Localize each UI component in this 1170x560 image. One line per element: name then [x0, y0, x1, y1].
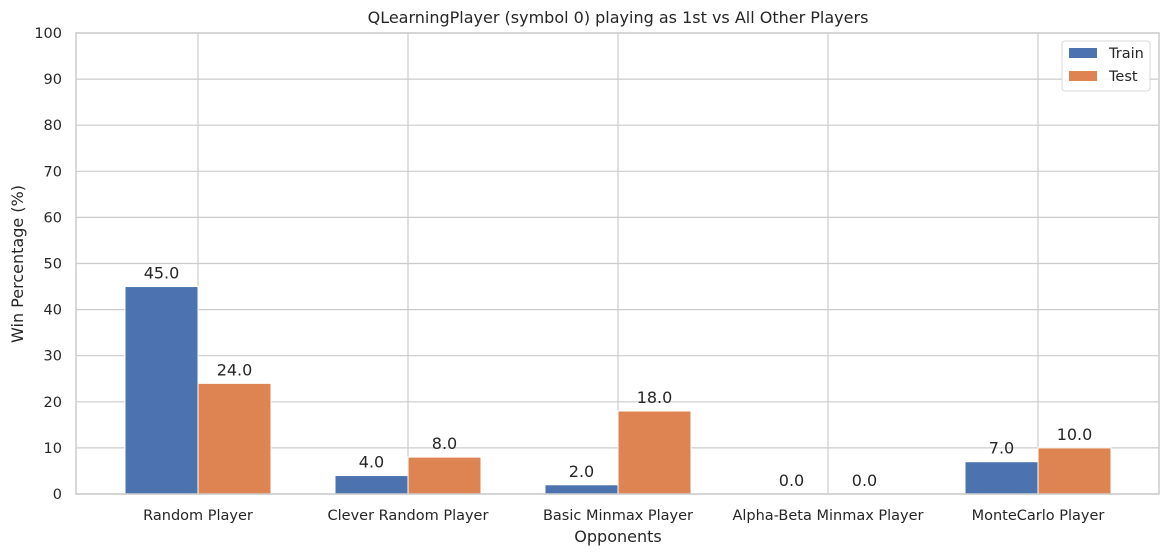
bar-train-montecarlo-player: [964, 461, 1039, 495]
bar-test-clever-random-player: [407, 456, 482, 495]
y-tick-label-30: 30: [44, 349, 62, 365]
x-tick-label-alpha-beta-minmax-player: Alpha-Beta Minmax Player: [732, 508, 923, 524]
plot-frame: [75, 32, 1160, 495]
y-tick-label-80: 80: [44, 118, 62, 134]
y-tick-label-10: 10: [44, 441, 62, 457]
y-tick-label-90: 90: [44, 72, 62, 88]
y-tick-label-50: 50: [44, 257, 62, 273]
y-tick-label-0: 0: [53, 487, 62, 503]
y-tick-label-40: 40: [44, 303, 62, 319]
legend-label-train: Train: [1108, 46, 1144, 62]
data-labels: 45.0 4.0 2.0 0.0 7.0 24.0 8.0 18.0 0.0 10.0: [144, 264, 1093, 490]
axis-tick-labels: 0 10 20 30 40 50 60 70 80 90 100 Random Player Cleve…: [34, 26, 1104, 524]
chart-title: QLearningPlayer (symbol 0) playing as 1s…: [368, 8, 869, 27]
data-label-train-clever-random-player: 4.0: [359, 453, 384, 472]
bar-train-basic-minmax-player: [544, 484, 619, 495]
y-tick-label-100: 100: [34, 26, 62, 42]
data-label-test-montecarlo-player: 10.0: [1057, 425, 1093, 444]
legend-label-test: Test: [1108, 69, 1138, 85]
x-tick-label-basic-minmax-player: Basic Minmax Player: [543, 508, 693, 524]
y-axis-label: Win Percentage (%): [8, 185, 27, 343]
legend-swatch-test: [1069, 71, 1097, 81]
legend-swatch-train: [1069, 48, 1097, 58]
legend: Train Test: [1061, 40, 1151, 92]
y-tick-label-60: 60: [44, 210, 62, 226]
data-label-test-clever-random-player: 8.0: [432, 434, 457, 453]
bar-train-random-player: [124, 286, 199, 495]
x-tick-label-random-player: Random Player: [143, 508, 253, 524]
bar-test-random-player: [197, 382, 272, 495]
bar-series: [124, 286, 1112, 495]
bar-test-montecarlo-player: [1037, 447, 1112, 495]
y-tick-label-70: 70: [44, 164, 62, 180]
bar-train-clever-random-player: [334, 475, 409, 495]
data-label-test-random-player: 24.0: [217, 360, 253, 379]
data-label-train-basic-minmax-player: 2.0: [569, 462, 594, 481]
data-label-test-alpha-beta-minmax-player: 0.0: [852, 471, 877, 490]
plot-border: [75, 32, 1160, 495]
x-axis-label: Opponents: [574, 527, 661, 546]
data-label-train-montecarlo-player: 7.0: [989, 439, 1014, 458]
y-tick-label-20: 20: [44, 395, 62, 411]
x-tick-label-clever-random-player: Clever Random Player: [328, 508, 489, 524]
x-tick-label-montecarlo-player: MonteCarlo Player: [972, 508, 1105, 524]
data-label-train-alpha-beta-minmax-player: 0.0: [779, 471, 804, 490]
data-label-train-random-player: 45.0: [144, 264, 180, 283]
bar-test-basic-minmax-player: [617, 410, 692, 495]
data-label-test-basic-minmax-player: 18.0: [637, 388, 673, 407]
